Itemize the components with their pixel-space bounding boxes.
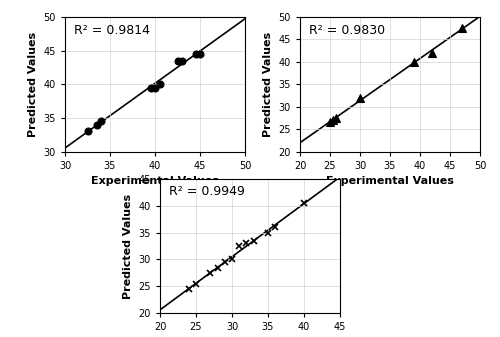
X-axis label: Experimental Values: Experimental Values bbox=[91, 176, 219, 186]
X-axis label: Experimental Values: Experimental Values bbox=[326, 176, 454, 186]
Y-axis label: Predicted Values: Predicted Values bbox=[123, 193, 133, 299]
Text: R² = 0.9949: R² = 0.9949 bbox=[169, 185, 245, 198]
Text: R² = 0.9814: R² = 0.9814 bbox=[74, 24, 150, 37]
Y-axis label: Predicted Values: Predicted Values bbox=[28, 32, 38, 137]
Text: R² = 0.9830: R² = 0.9830 bbox=[309, 24, 385, 37]
Y-axis label: Predicted Values: Predicted Values bbox=[263, 32, 273, 137]
